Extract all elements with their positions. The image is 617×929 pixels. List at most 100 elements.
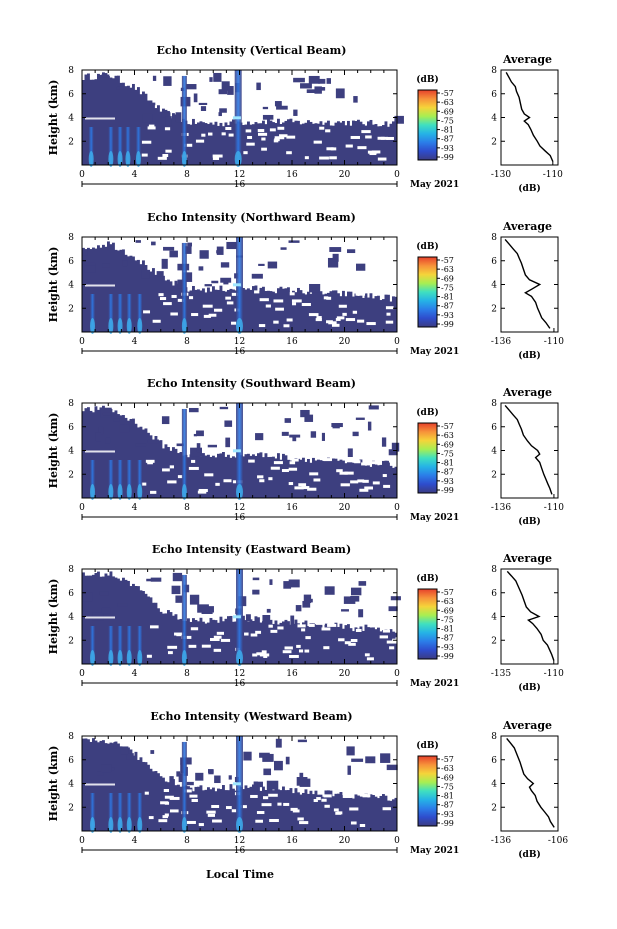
echo-column	[142, 260, 145, 332]
echo-column	[197, 454, 200, 498]
echo-column	[174, 114, 178, 165]
x-tick-label: 0	[394, 669, 400, 679]
echo-gap	[143, 310, 151, 314]
echo-gap	[327, 623, 337, 627]
echo-gap	[159, 297, 167, 301]
echo-column	[172, 113, 175, 165]
echo-patch	[213, 72, 222, 82]
echo-gap	[308, 623, 315, 627]
echo-column	[119, 82, 123, 165]
colorbar-tick-label: -57	[441, 422, 454, 431]
echo-column	[159, 275, 163, 332]
echo-patch	[161, 112, 171, 118]
echo-gap	[191, 313, 199, 317]
echo-column	[384, 121, 388, 165]
echo-column	[362, 630, 365, 664]
echo-gap	[331, 323, 340, 327]
echo-gap	[213, 308, 223, 312]
echo-gap	[359, 823, 366, 827]
echo-column	[249, 289, 253, 332]
echo-column	[359, 459, 363, 498]
echo-patch	[99, 591, 109, 596]
echo-column	[359, 626, 363, 664]
echo-column	[144, 762, 148, 831]
echo-gap	[379, 635, 389, 639]
echo-column	[84, 408, 88, 498]
echo-gap	[342, 794, 352, 798]
echo-column	[379, 464, 383, 498]
day-label: 16	[234, 347, 246, 357]
echo-column	[372, 298, 375, 332]
x-tick-label: 20	[339, 170, 351, 180]
echo-patch	[352, 431, 359, 437]
echo-column	[269, 291, 273, 332]
echo-column	[144, 265, 148, 332]
echo-column	[84, 251, 88, 332]
echo-column	[202, 122, 205, 165]
echo-column	[154, 108, 158, 165]
echo-gap	[386, 640, 397, 644]
echo-gap	[268, 477, 273, 481]
echo-column	[384, 795, 388, 831]
echo-gap	[307, 487, 317, 491]
echo-gap	[228, 133, 234, 137]
echo-column	[137, 87, 140, 165]
echo-column	[289, 460, 293, 498]
echo-gap	[323, 646, 330, 650]
echo-column	[179, 122, 183, 165]
x-tick-label: 20	[339, 337, 351, 347]
echo-patch	[332, 253, 339, 262]
echo-column	[214, 121, 218, 165]
echo-column	[204, 623, 208, 664]
echo-gap	[240, 805, 247, 809]
echo-gap	[350, 638, 358, 642]
echo-gap	[204, 473, 214, 477]
echo-column	[359, 295, 363, 332]
echo-column	[84, 575, 88, 664]
panel-1: Echo Intensity (Northward Beam) 2 4 6 8 0 4 8 12…	[47, 211, 564, 361]
echo-gap	[385, 306, 394, 310]
average-x-label: (dB)	[518, 183, 540, 194]
echo-patch	[296, 777, 308, 786]
echo-patch	[219, 108, 227, 113]
echo-column	[202, 621, 205, 664]
echo-column	[162, 448, 165, 498]
echo-gap	[231, 321, 240, 325]
echo-column	[192, 791, 195, 831]
echo-patch	[163, 246, 175, 251]
echo-patch	[184, 246, 192, 254]
echo-patch	[226, 241, 238, 250]
echo-patch	[269, 579, 273, 585]
echo-column	[394, 466, 398, 498]
date-label: May 2021	[410, 846, 459, 856]
bright-band-gap	[85, 783, 115, 786]
x-tick-label: 20	[339, 836, 351, 846]
echo-gap	[366, 322, 376, 326]
x-tick-label: 8	[184, 669, 190, 679]
echo-column	[152, 439, 155, 498]
echo-column	[272, 456, 275, 498]
echo-column	[254, 616, 258, 664]
echo-gap	[357, 146, 367, 150]
echo-gap	[261, 650, 267, 654]
echo-gap	[336, 469, 343, 473]
echo-column	[214, 457, 218, 498]
echo-gap	[147, 126, 156, 130]
echo-gap	[335, 811, 342, 815]
echo-gap	[248, 459, 255, 463]
echo-gap	[362, 479, 369, 483]
echo-column	[142, 761, 145, 831]
echo-column	[104, 743, 108, 831]
echo-patch	[358, 581, 367, 586]
echo-patch	[176, 443, 184, 447]
echo-column	[377, 126, 380, 165]
echo-column	[337, 293, 340, 332]
echo-patch	[388, 606, 398, 612]
echo-gap	[259, 298, 269, 302]
convective-cell	[137, 460, 143, 498]
echo-column	[392, 467, 395, 498]
echo-patch	[280, 247, 287, 250]
echo-gap	[326, 296, 332, 300]
echo-column	[359, 121, 363, 165]
echo-column	[347, 120, 350, 165]
